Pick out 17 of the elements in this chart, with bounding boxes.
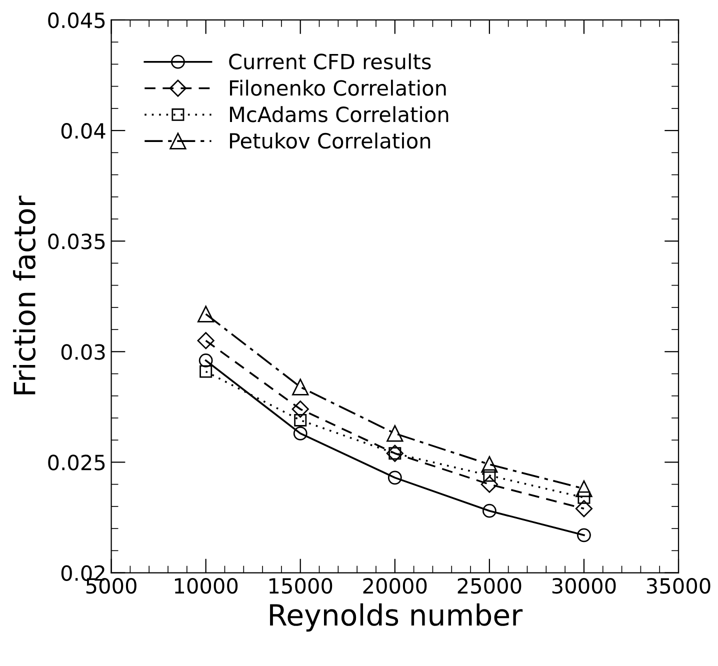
x-tick-label: 15000	[270, 578, 332, 594]
x-tick-label: 10000	[174, 578, 238, 594]
x-tick-label: 30000	[552, 578, 616, 594]
x-tick-label: 35000	[646, 578, 710, 594]
legend-label: Current CFD results	[229, 53, 431, 70]
y-tick-label: 0.04	[61, 122, 106, 139]
legend-label: Filonenko Correlation	[230, 80, 446, 96]
x-axis-title: Reynolds number	[270, 603, 523, 632]
legend-label: McAdams Correlation	[230, 106, 448, 122]
y-tick-label: 0.025	[48, 454, 105, 470]
legend-label: Petukov Correlation	[230, 132, 430, 149]
x-tick-label: 25000	[458, 578, 522, 594]
y-axis-title: Friction factor	[13, 196, 36, 394]
y-tick-label: 0.03	[61, 344, 105, 360]
y-tick-label: 0.035	[48, 234, 105, 250]
x-tick-label: 20000	[363, 578, 427, 594]
y-tick-label: 0.045	[48, 12, 105, 28]
